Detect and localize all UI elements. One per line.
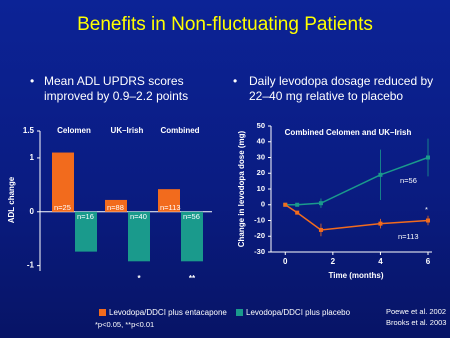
footnote: *p<0.05, **p<0.01	[95, 320, 154, 329]
legend-label: Levodopa/DDCI plus placebo	[246, 308, 351, 317]
y-tick-label: 1	[30, 153, 35, 162]
point	[295, 202, 300, 207]
y-tick-label: -30	[254, 247, 265, 256]
category-label: Combined	[160, 126, 199, 135]
significance: **	[189, 274, 196, 283]
y-axis-label: Change in levodopa dose (mg)	[237, 130, 246, 247]
y-tick-label: -20	[254, 231, 265, 240]
annotation: n=56	[400, 176, 417, 185]
y-tick-label: 1.5	[23, 126, 35, 135]
bullet: Daily levodopa dosage reduced by 22–40 m…	[249, 74, 434, 103]
bar	[128, 211, 150, 262]
point	[283, 202, 288, 207]
chart-title: Combined Celomen and UK–Irish	[285, 128, 412, 137]
reference: Poewe et al. 2002	[386, 307, 446, 316]
series-line	[284, 204, 429, 231]
category-label: Celomen	[57, 126, 91, 135]
y-tick-label: 0	[261, 200, 265, 209]
slide-title: Benefits in Non-fluctuating Patients	[77, 14, 373, 35]
legend-label: Levodopa/DDCI plus entacapone	[109, 308, 227, 317]
point	[378, 221, 383, 226]
bar	[181, 211, 203, 262]
point	[318, 227, 323, 232]
point	[426, 218, 430, 223]
y-tick-label: -1	[27, 261, 35, 270]
y-tick-label: 10	[257, 184, 265, 193]
annotation: *	[425, 205, 428, 214]
y-tick-label: -10	[254, 215, 265, 224]
bar	[75, 211, 97, 252]
bullet-dot: •	[233, 74, 238, 88]
n-label: n=25	[54, 203, 71, 212]
y-tick-label: 30	[257, 152, 265, 161]
bar	[52, 152, 74, 212]
bullet-dot: •	[30, 74, 35, 88]
bar	[105, 199, 127, 212]
legend-swatch	[236, 309, 243, 316]
n-label: n=16	[77, 212, 94, 221]
x-axis-label: Time (months)	[329, 271, 384, 280]
n-label: n=113	[160, 203, 181, 212]
x-tick-label: 0	[283, 257, 288, 266]
reference: Brooks et al. 2003	[386, 318, 446, 327]
y-tick-label: 50	[257, 121, 265, 130]
x-tick-label: 6	[426, 257, 431, 266]
legend-swatch	[99, 309, 106, 316]
significance: *	[137, 274, 141, 283]
y-tick-label: 40	[257, 137, 265, 146]
bullet: Mean ADL UPDRS scores improved by 0.9–2.…	[44, 74, 189, 103]
n-label: n=40	[130, 212, 147, 221]
point	[378, 172, 383, 177]
category-label: UK–Irish	[111, 126, 144, 135]
x-tick-label: 4	[378, 257, 383, 266]
n-label: n=88	[107, 203, 124, 212]
y-axis-label: ADL change	[7, 176, 16, 223]
point	[318, 201, 323, 206]
x-tick-label: 2	[331, 257, 336, 266]
point	[295, 210, 300, 215]
annotation: n=113	[398, 232, 419, 241]
bar	[158, 189, 180, 212]
y-tick-label: 20	[257, 168, 265, 177]
n-label: n=56	[183, 212, 200, 221]
y-tick-label: 0	[30, 207, 35, 216]
point	[426, 155, 430, 160]
